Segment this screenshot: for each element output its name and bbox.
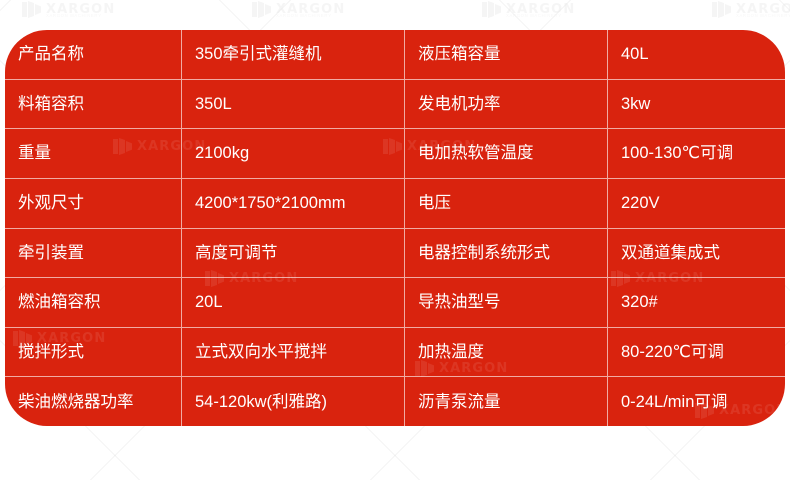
- spec-label: 牵引装置: [5, 228, 182, 278]
- xargon-logo-icon: [712, 1, 731, 18]
- spec-label: 电器控制系统形式: [405, 228, 608, 278]
- spec-label: 沥青泵流量: [405, 377, 608, 426]
- table-row: 搅拌形式 立式双向水平搅拌 加热温度 80-220℃可调: [5, 327, 785, 378]
- xargon-logo-icon: [22, 1, 41, 18]
- spec-value: 350L: [182, 79, 405, 129]
- watermark-logo: XARGON XARGON MACHINERY: [252, 1, 345, 18]
- spec-value: 40L: [621, 45, 649, 64]
- spec-label: 电加热软管温度: [405, 129, 608, 178]
- watermark-sub-text: XARGON MACHINERY: [46, 13, 102, 18]
- spec-label: 电压: [405, 178, 608, 228]
- spec-table-body: 产品名称 350牵引式灌缝机 液压箱容量 40L 料箱容积 350L 发电机功率…: [5, 30, 785, 426]
- spec-value: 高度可调节: [182, 228, 405, 278]
- table-row: 料箱容积 350L 发电机功率 3kw: [5, 79, 785, 130]
- spec-label: 重量: [5, 129, 182, 178]
- spec-value: 100-130℃可调: [621, 144, 734, 163]
- spec-label: 液压箱容量: [405, 30, 608, 79]
- spec-label: 燃油箱容积: [5, 278, 182, 327]
- table-row: 牵引装置 高度可调节 电器控制系统形式 双通道集成式: [5, 228, 785, 279]
- watermark-brand-text: XARGON: [736, 2, 790, 17]
- watermark-logo: XARGON XARGON MACHINERY: [22, 1, 115, 18]
- table-row: 外观尺寸 4200*1750*2100mm 电压 220V: [5, 178, 785, 229]
- spec-value: 3kw: [621, 94, 651, 113]
- watermark-brand-text: XARGON: [276, 2, 346, 17]
- spec-label: 料箱容积: [5, 79, 182, 129]
- spec-value: 80-220℃可调: [621, 342, 724, 361]
- spec-label: 产品名称: [5, 30, 182, 79]
- spec-label: 外观尺寸: [5, 178, 182, 228]
- spec-value: 350牵引式灌缝机: [182, 30, 405, 79]
- table-row: 产品名称 350牵引式灌缝机 液压箱容量 40L: [5, 30, 785, 80]
- spec-label: 导热油型号: [405, 278, 608, 327]
- spec-value: 立式双向水平搅拌: [182, 327, 405, 377]
- product-specification-table: XARGON XARGON XARGON XARGON XARGON XARGO…: [5, 30, 785, 426]
- spec-value: 320#: [621, 293, 658, 312]
- spec-label: 柴油燃烧器功率: [5, 377, 182, 426]
- watermark-brand-text: XARGON: [506, 2, 576, 17]
- spec-value: 4200*1750*2100mm: [182, 178, 405, 228]
- watermark-sub-text: XARGON MACHINERY: [506, 13, 562, 18]
- spec-label: 发电机功率: [405, 79, 608, 129]
- spec-label: 搅拌形式: [5, 327, 182, 377]
- watermark-logo: XARGON XARGON MACHINERY: [712, 1, 790, 18]
- spec-value: 220V: [621, 194, 660, 213]
- table-row: 柴油燃烧器功率 54-120kw(利雅路) 沥青泵流量 0-24L/min可调: [5, 377, 785, 426]
- spec-label: 加热温度: [405, 327, 608, 377]
- table-row: 重量 2100kg 电加热软管温度 100-130℃可调: [5, 129, 785, 179]
- watermark-strip: XARGON XARGON MACHINERY XARGON XARGON MA…: [0, 0, 790, 30]
- watermark-sub-text: XARGON MACHINERY: [276, 13, 332, 18]
- watermark-brand-text: XARGON: [46, 2, 116, 17]
- spec-value: 20L: [182, 278, 405, 327]
- spec-value: 2100kg: [182, 129, 405, 178]
- spec-value: 双通道集成式: [621, 243, 720, 262]
- table-row: 燃油箱容积 20L 导热油型号 320#: [5, 278, 785, 328]
- watermark-sub-text: XARGON MACHINERY: [736, 13, 790, 18]
- xargon-logo-icon: [252, 1, 271, 18]
- xargon-logo-icon: [482, 1, 501, 18]
- watermark-logo: XARGON XARGON MACHINERY: [482, 1, 575, 18]
- spec-value: 54-120kw(利雅路): [182, 377, 405, 426]
- spec-value: 0-24L/min可调: [621, 392, 728, 411]
